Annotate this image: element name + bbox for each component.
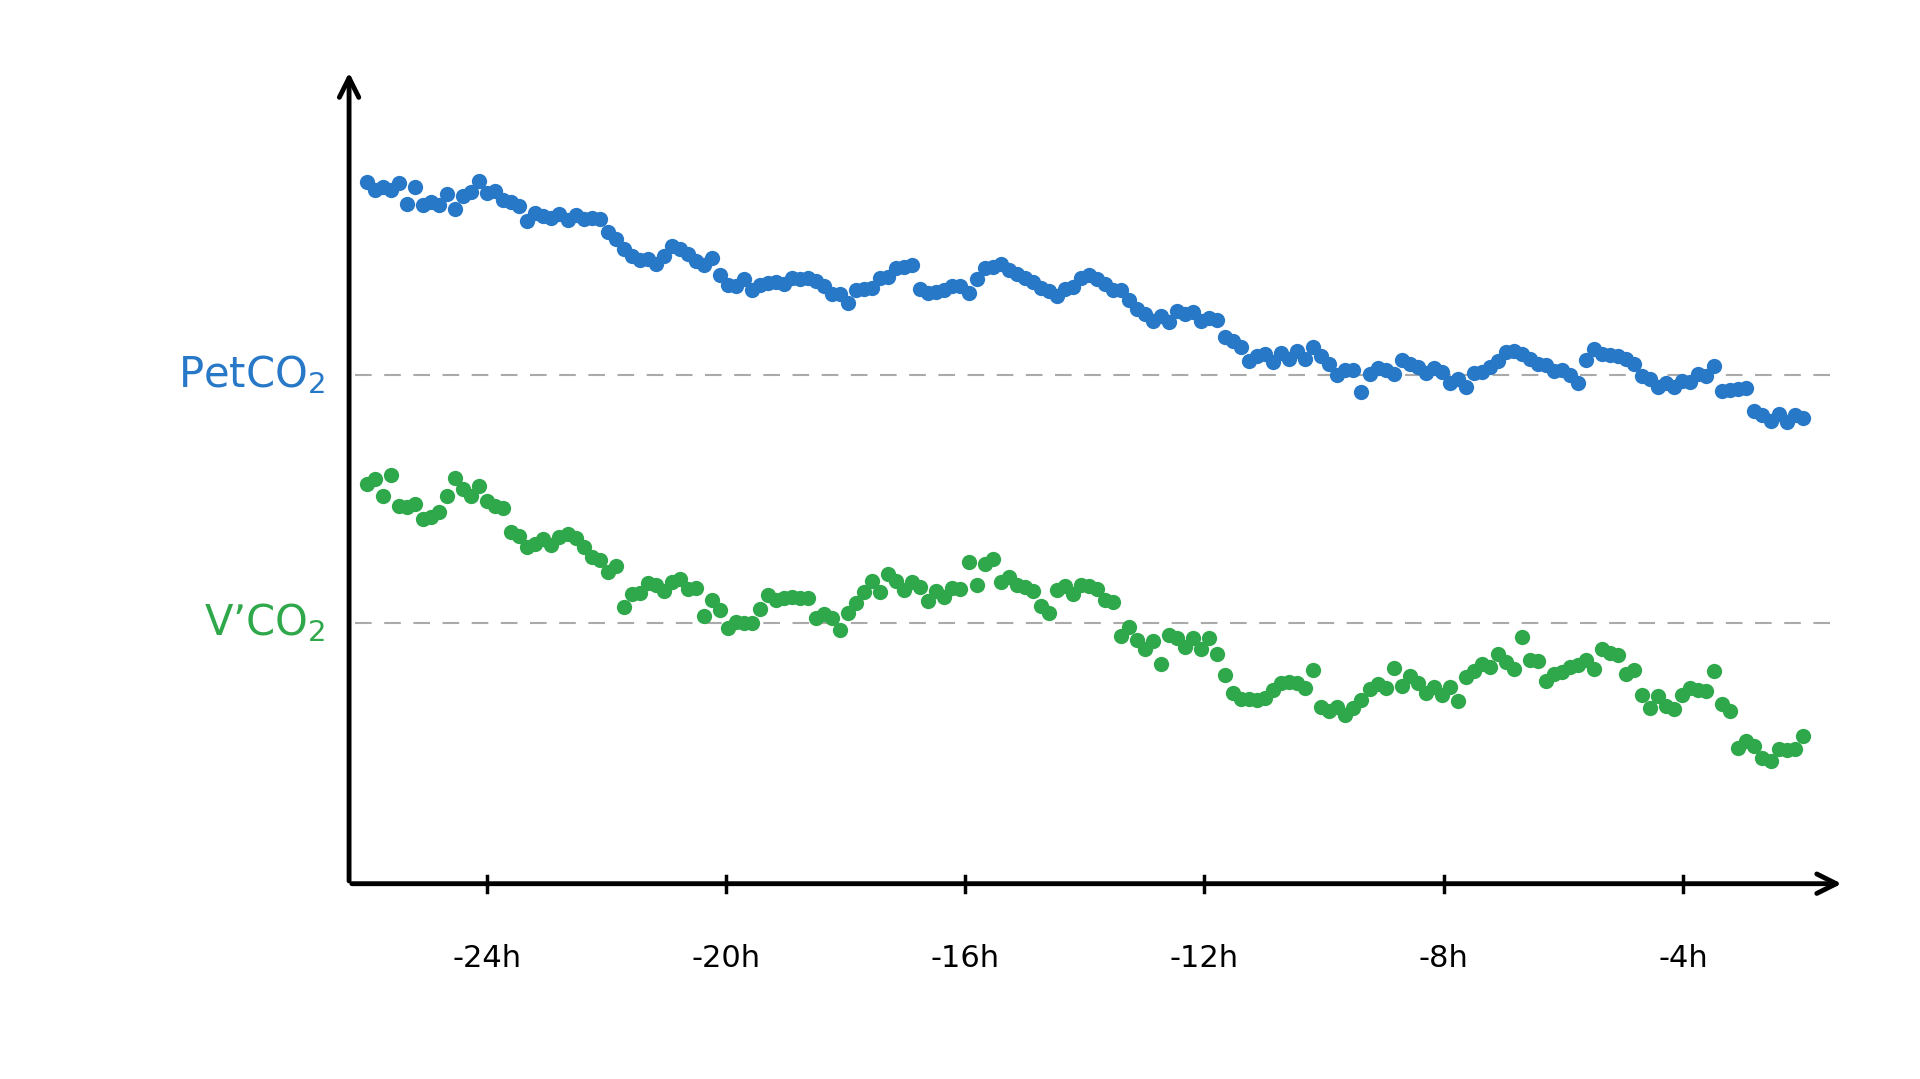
Text: V’CO$_2$: V’CO$_2$ xyxy=(204,601,324,644)
Text: PetCO$_2$: PetCO$_2$ xyxy=(179,354,324,396)
